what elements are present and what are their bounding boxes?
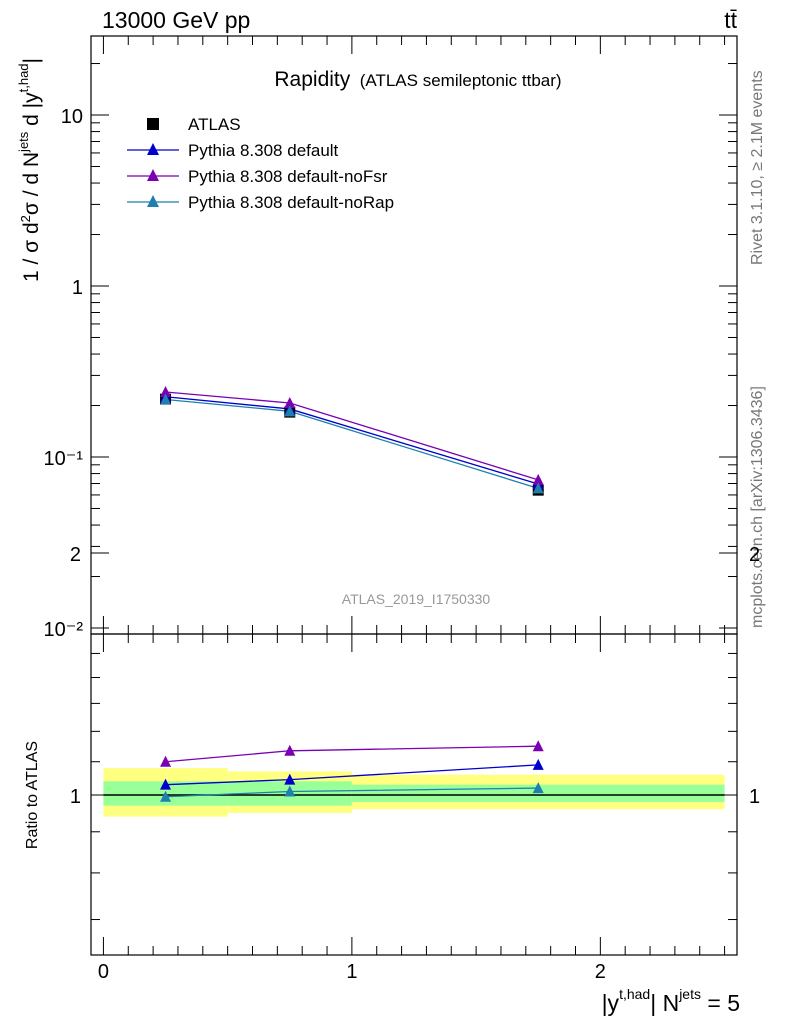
- main-axis-ticks: 10⁻² 10⁻¹ 1 10: [44, 36, 737, 641]
- legend-marker-triangle: [147, 169, 159, 181]
- ratio-data-point: [160, 755, 172, 767]
- ratio-data-point: [160, 778, 172, 790]
- ratio-axis-ticks: 0.50.51122012: [70, 544, 760, 983]
- main-y-tick-label: 1: [72, 277, 83, 299]
- ratio-uncertainty-band: [103, 768, 725, 817]
- legend-entry-label: Pythia 8.308 default-noFsr: [188, 167, 388, 186]
- ratio-series-line: [165, 745, 539, 763]
- ratio-data-point: [284, 773, 296, 785]
- ratio-data-point: [284, 785, 296, 797]
- ratio-y-tick-label-right: 1: [749, 786, 760, 808]
- x-axis-label: |yt,had| Njets = 5: [602, 986, 740, 1016]
- process-label: tt̄: [724, 7, 737, 33]
- ratio-data-point: [532, 740, 544, 752]
- main-y-axis-label: 1 / σ d2σ / d Njets d |yt,had|: [16, 58, 43, 282]
- legend-entry-label: Pythia 8.308 default-noRap: [188, 193, 394, 212]
- ratio-data-point: [532, 782, 544, 794]
- x-tick-label: 0: [98, 961, 109, 983]
- mcplots-label: mcplots.cern.ch [arXiv:1306.3436]: [749, 386, 766, 628]
- legend-entry-label: Pythia 8.308 default: [188, 141, 339, 160]
- main-y-tick-label: 10⁻¹: [44, 448, 84, 470]
- rivet-label: Rivet 3.1.10, ≥ 2.1M events: [749, 70, 766, 265]
- chart-title-sub: (ATLAS semileptonic ttbar): [360, 71, 562, 90]
- mc-data-point: [532, 473, 544, 485]
- analysis-id-label: ATLAS_2019_I1750330: [342, 591, 491, 607]
- mc-data-point: [284, 405, 296, 417]
- mc-data-point: [160, 393, 172, 405]
- legend-marker-triangle: [147, 143, 159, 155]
- ratio-data-point: [532, 758, 544, 770]
- mc-data-point: [160, 385, 172, 397]
- main-plot-data: [160, 385, 544, 496]
- mc-data-point: [532, 482, 544, 494]
- mc-data-point: [284, 396, 296, 408]
- chart-title: Rapidity (ATLAS semileptonic ttbar): [274, 68, 561, 91]
- energy-label: 13000 GeV pp: [102, 7, 250, 33]
- ratio-y-tick-label: 1: [70, 786, 81, 808]
- ratio-plot-data: [160, 740, 544, 802]
- x-tick-label: 1: [346, 961, 357, 983]
- main-y-tick-label: 10⁻²: [44, 619, 84, 641]
- legend-marker-triangle: [147, 195, 159, 207]
- legend-marker-atlas: [147, 118, 159, 130]
- chart-title-main: Rapidity: [274, 68, 350, 91]
- legend: ATLAS Pythia 8.308 default Pythia 8.308 de…: [127, 115, 394, 212]
- ratio-y-axis-label: Ratio to ATLAS: [24, 741, 41, 849]
- ratio-data-point: [284, 744, 296, 756]
- ratio-data-point: [160, 790, 172, 802]
- series-line: [165, 398, 539, 490]
- main-y-tick-label: 10: [61, 106, 83, 128]
- x-tick-label: 2: [595, 961, 606, 983]
- ratio-y-tick-label-right: 2: [749, 544, 760, 566]
- legend-entry-label: ATLAS: [188, 115, 241, 134]
- ratio-y-tick-label: 2: [70, 544, 81, 566]
